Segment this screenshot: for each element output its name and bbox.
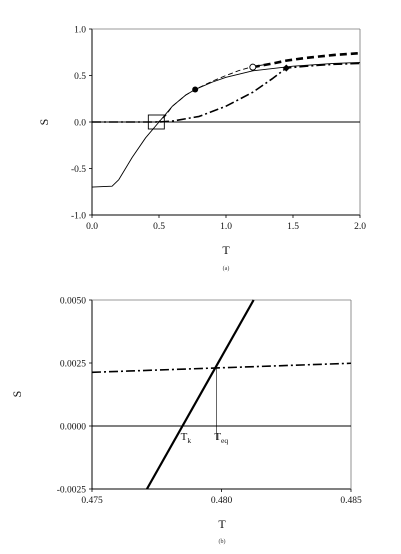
panel-b-xlabel: T — [218, 517, 226, 531]
panel-b-annotation-Tk: Tk — [181, 431, 192, 445]
panel-a-caption: (a) — [223, 265, 230, 272]
panel-b-ylabel: S — [10, 391, 24, 398]
panel-a-marker-filled-circle — [192, 86, 199, 93]
panel-a-series-dashed-thin-1 — [92, 63, 267, 123]
panel-a-xlabel: T — [222, 243, 230, 257]
panel-b-ytick-label-2: 0.0025 — [60, 360, 86, 370]
panel-b-series — [91, 299, 352, 490]
panel-b-ytick-label-1: 0.0000 — [60, 423, 86, 433]
panel-a-series-solid-thin-0 — [91, 62, 361, 188]
panel-a-xtick-label-0: 0.0 — [86, 222, 98, 232]
panel-b-frame — [91, 299, 352, 490]
panel-a-series — [91, 51, 361, 188]
panel-b-annotations: Tk Teq — [181, 367, 228, 445]
panel-a-series-dashed-thick-2 — [252, 51, 361, 69]
panel-a-marker-open-square — [147, 114, 165, 130]
panel-b-xtick-label-2: 0.485 — [340, 496, 362, 506]
panel-b-ytick-label-3: 0.0050 — [60, 297, 86, 307]
panel-b-xtick-label-1: 0.480 — [211, 496, 233, 506]
panel-b-caption: (b) — [219, 538, 226, 545]
panel-a-xtick-label-4: 2.0 — [354, 222, 366, 232]
panel-b: Tk Teq 0.475 0.480 0.485 -0.0025 0.0000 0.0025… — [10, 297, 362, 546]
panel-a-xtick-label-1: 0.5 — [153, 222, 165, 232]
panel-b-ytick-label-0: -0.0025 — [57, 486, 87, 496]
panel-a-ytick-label-4: 1.0 — [74, 26, 86, 36]
panel-a-ytick-label-1: -0.5 — [71, 165, 86, 175]
panel-a-series-dashdot-3 — [92, 62, 361, 123]
panel-a-markers — [147, 63, 290, 130]
panel-a-ytick-label-3: 0.5 — [74, 72, 86, 82]
panel-b-series-solid-thick-0 — [145, 299, 255, 490]
panel-a-xtick-label-3: 1.5 — [287, 222, 299, 232]
panel-a: 0.0 0.5 1.0 1.5 2.0 -1.0 -0.5 0.0 0.5 1.0 T S (a) — [37, 26, 366, 273]
panel-a-ylabel: S — [37, 119, 51, 126]
panel-b-ticks: 0.475 0.480 0.485 -0.0025 0.0000 0.0025 0.0050 — [57, 297, 362, 507]
panel-b-annotation-Teq: Teq — [214, 431, 228, 445]
panel-b-series-dashdot-1 — [91, 362, 352, 374]
panel-a-ytick-label-2: 0.0 — [74, 119, 86, 129]
panel-a-ytick-label-0: -1.0 — [71, 212, 86, 222]
panel-a-marker-filled-diamond — [282, 64, 290, 72]
panel-b-xtick-label-0: 0.475 — [81, 496, 103, 506]
panel-a-marker-open-circle — [249, 63, 257, 71]
panel-a-ticks: 0.0 0.5 1.0 1.5 2.0 -1.0 -0.5 0.0 0.5 1.0 — [71, 26, 366, 233]
panel-a-xtick-label-2: 1.0 — [220, 222, 232, 232]
